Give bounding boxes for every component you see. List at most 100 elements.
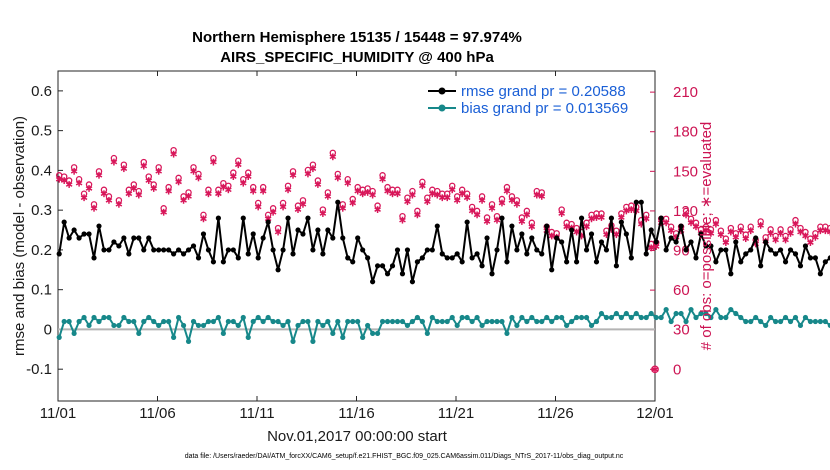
bias-point	[772, 318, 779, 325]
rmse-point	[171, 251, 177, 257]
obs-evaluated-marker	[145, 177, 153, 184]
rmse-point	[439, 251, 445, 257]
rmse-point	[335, 199, 341, 205]
bias-point	[668, 318, 674, 325]
bias-point	[444, 318, 450, 325]
bias-point	[738, 314, 744, 321]
y-tick-label: 0.3	[31, 202, 52, 219]
rmse-point	[758, 263, 764, 269]
rmse-point	[598, 239, 605, 245]
obs-evaluated-marker	[334, 174, 342, 182]
rmse-point	[763, 239, 769, 245]
rmse-point	[250, 231, 256, 237]
bias-point	[365, 322, 371, 329]
rmse-point	[185, 247, 192, 253]
bias-point	[374, 330, 381, 337]
rmse-point	[141, 247, 147, 253]
bias-point	[205, 318, 212, 325]
rmse-point	[285, 215, 291, 221]
obs-evaluated-marker	[493, 216, 501, 224]
rmse-point	[96, 223, 102, 229]
rmse-point	[663, 247, 669, 253]
rmse-point	[802, 243, 809, 249]
bias-point	[494, 318, 500, 325]
bias-point	[593, 318, 600, 325]
bias-point	[583, 314, 590, 321]
rmse-point	[723, 247, 729, 253]
rmse-point	[713, 259, 719, 265]
bias-point	[409, 318, 416, 325]
obs-evaluated-marker	[100, 190, 108, 198]
rmse-point	[797, 263, 804, 269]
rmse-point	[578, 215, 585, 221]
rmse-point	[240, 215, 246, 221]
obs-evaluated-marker	[125, 190, 133, 198]
bias-point	[121, 314, 127, 321]
y-axis-label: rmse and bias (model - observation)	[11, 116, 28, 356]
bias-point	[280, 322, 286, 329]
bias-point	[389, 318, 396, 325]
obs-evaluated-marker	[428, 190, 436, 198]
y-right-tick-label: 60	[673, 282, 690, 299]
obs-evaluated-marker	[468, 207, 476, 215]
obs-evaluated-marker	[155, 167, 163, 175]
bias-point	[459, 314, 465, 321]
rmse-point	[210, 259, 217, 265]
rmse-point	[524, 251, 530, 257]
bias-point	[469, 318, 475, 325]
bias-point	[777, 318, 784, 325]
rmse-point	[180, 251, 187, 257]
y-tick-label: 0.1	[31, 282, 52, 299]
rmse-point	[320, 251, 326, 257]
obs-evaluated-marker	[682, 211, 690, 219]
obs-evaluated-marker	[185, 193, 192, 200]
bias-point	[190, 318, 197, 325]
bias-point	[210, 318, 217, 325]
bias-point	[250, 318, 256, 325]
rmse-point	[126, 251, 132, 257]
rmse-point	[812, 255, 818, 261]
rmse-point	[136, 235, 142, 241]
obs-evaluated-marker	[359, 190, 366, 198]
bias-point	[434, 318, 440, 325]
rmse-point	[220, 259, 226, 265]
bias-point	[300, 318, 306, 325]
rmse-series	[56, 199, 830, 285]
legend-rmse-label: rmse grand pr = 0.20588	[461, 83, 626, 100]
x-tick-label: 11/01	[40, 405, 76, 422]
bias-point	[399, 318, 406, 325]
rmse-point	[260, 235, 266, 241]
data-file-footnote: data file: /Users/raeder/DAI/ATM_forcXX/…	[185, 453, 624, 460]
obs-evaluated-marker	[573, 228, 580, 236]
bias-point	[474, 314, 480, 321]
obs-evaluated-marker	[409, 191, 416, 199]
legend-bias-marker	[438, 104, 446, 112]
rmse-point	[718, 247, 724, 253]
bias-point	[185, 338, 192, 344]
obs-evaluated-marker	[443, 194, 451, 202]
rmse-point	[777, 247, 784, 253]
obs-evaluated-marker	[807, 239, 814, 246]
y-tick-label: 0	[44, 321, 52, 338]
x-axis: 11/01 11/06 11/11 11/16 11/21 11/26 12/01	[40, 71, 674, 422]
rmse-point	[409, 279, 416, 285]
obs-evaluated-marker	[747, 227, 755, 235]
obs-evaluated-marker	[563, 223, 570, 231]
y-axis-left: -0.1 0 0.1 0.2 0.3 0.4 0.5 0.6	[26, 83, 63, 378]
bias-point	[370, 330, 376, 337]
rmse-point	[345, 255, 351, 261]
obs-evaluated-marker	[518, 218, 526, 225]
rmse-point	[583, 247, 590, 253]
rmse-point	[708, 243, 714, 249]
rmse-point	[449, 255, 455, 261]
rmse-point	[573, 259, 580, 265]
bias-point	[782, 314, 789, 321]
obs-evaluated-marker	[190, 167, 197, 175]
bias-point	[549, 318, 555, 325]
y-right-tick-label: 0	[673, 361, 681, 378]
chart-title: Northern Hemisphere 15135 / 15448 = 97.9…	[192, 29, 522, 46]
obs-evaluated-marker	[110, 158, 118, 166]
bias-point	[713, 306, 719, 313]
rmse-point	[424, 247, 430, 253]
